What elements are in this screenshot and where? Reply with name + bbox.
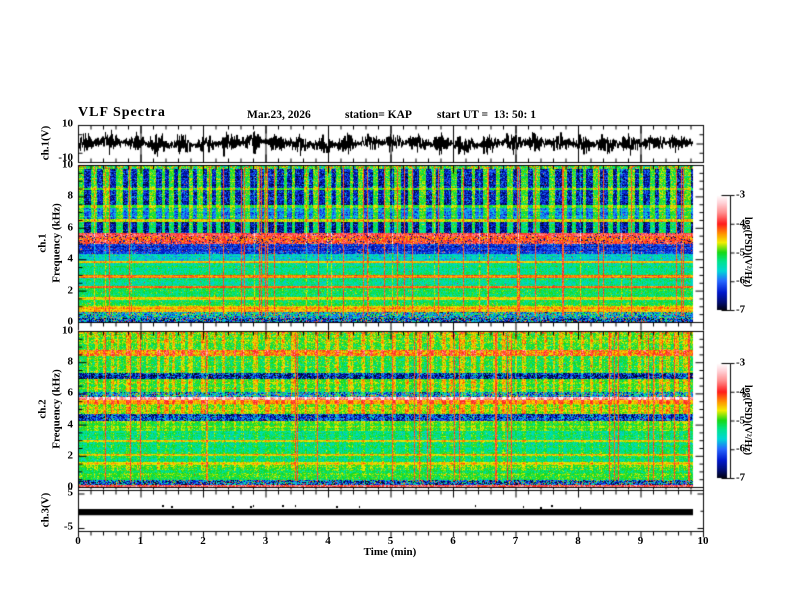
y-tick-label: 10: [62, 117, 73, 130]
y-tick-label: -10: [58, 151, 73, 164]
x-tick-label: 7: [512, 535, 519, 547]
colorbar-tick-label: -3: [736, 188, 746, 201]
title-station: station= KAP: [345, 109, 412, 121]
y-tick-label: 4: [67, 252, 74, 265]
x-tick-label: 3: [262, 535, 269, 547]
y-tick-label: 6: [67, 221, 74, 234]
colorbar-tick-label: -4: [736, 217, 746, 230]
colorbar-tick-label: -5: [736, 246, 746, 258]
y-tick-label: 10: [62, 324, 73, 337]
colorbar-tick-label: -5: [736, 414, 746, 426]
title-date: Mar.23, 2026: [247, 109, 311, 121]
ch2spec-frequency-label: Frequency (kHz): [50, 369, 63, 449]
x-tick-label: 8: [575, 535, 581, 547]
y-tick-label: 2: [67, 449, 74, 462]
ch2spec-channel-label: ch.2: [36, 399, 49, 419]
x-tick-label: 2: [200, 535, 206, 547]
colorbar-tick-label: -3: [736, 356, 746, 369]
y-tick-label: -5: [63, 520, 73, 533]
x-tick-label: 10: [697, 535, 709, 547]
x-tick-label: 4: [325, 535, 331, 547]
x-tick-label: 0: [75, 535, 81, 547]
colorbar-tick-label: -4: [736, 385, 746, 398]
y-tick-label: 8: [67, 189, 74, 202]
colorbar-tick-label: -7: [736, 471, 746, 484]
y-tick-label: 8: [67, 355, 74, 368]
y-tick-label: 5: [67, 486, 74, 499]
ch1spec-frequency-label: Frequency (kHz): [50, 203, 63, 283]
y-tick-label: 0: [67, 480, 74, 493]
ch1v-axis-label: ch.1(V): [39, 125, 52, 161]
ch3v-axis-label: ch.3(V): [39, 492, 52, 528]
x-tick-label: 6: [450, 535, 456, 547]
y-tick-label: 10: [62, 158, 73, 171]
title-start-ut: start UT = 13: 50: 1: [437, 109, 536, 121]
y-tick-label: 2: [67, 284, 74, 297]
y-tick-label: 4: [67, 418, 74, 431]
page-title: VLF Spectra: [78, 105, 166, 120]
y-tick-label: 0: [67, 315, 74, 328]
colorbar-tick-label: -6: [736, 442, 746, 455]
colorbar-tick-label: -6: [736, 274, 746, 287]
x-tick-label: 1: [137, 535, 144, 547]
x-tick-label: 9: [637, 535, 644, 547]
y-tick-label: 6: [67, 386, 74, 399]
colorbar-tick-label: -7: [736, 303, 746, 316]
ch1spec-channel-label: ch.1: [36, 233, 49, 253]
x-axis-label: Time (min): [363, 546, 417, 558]
x-tick-label: 5: [387, 535, 394, 547]
